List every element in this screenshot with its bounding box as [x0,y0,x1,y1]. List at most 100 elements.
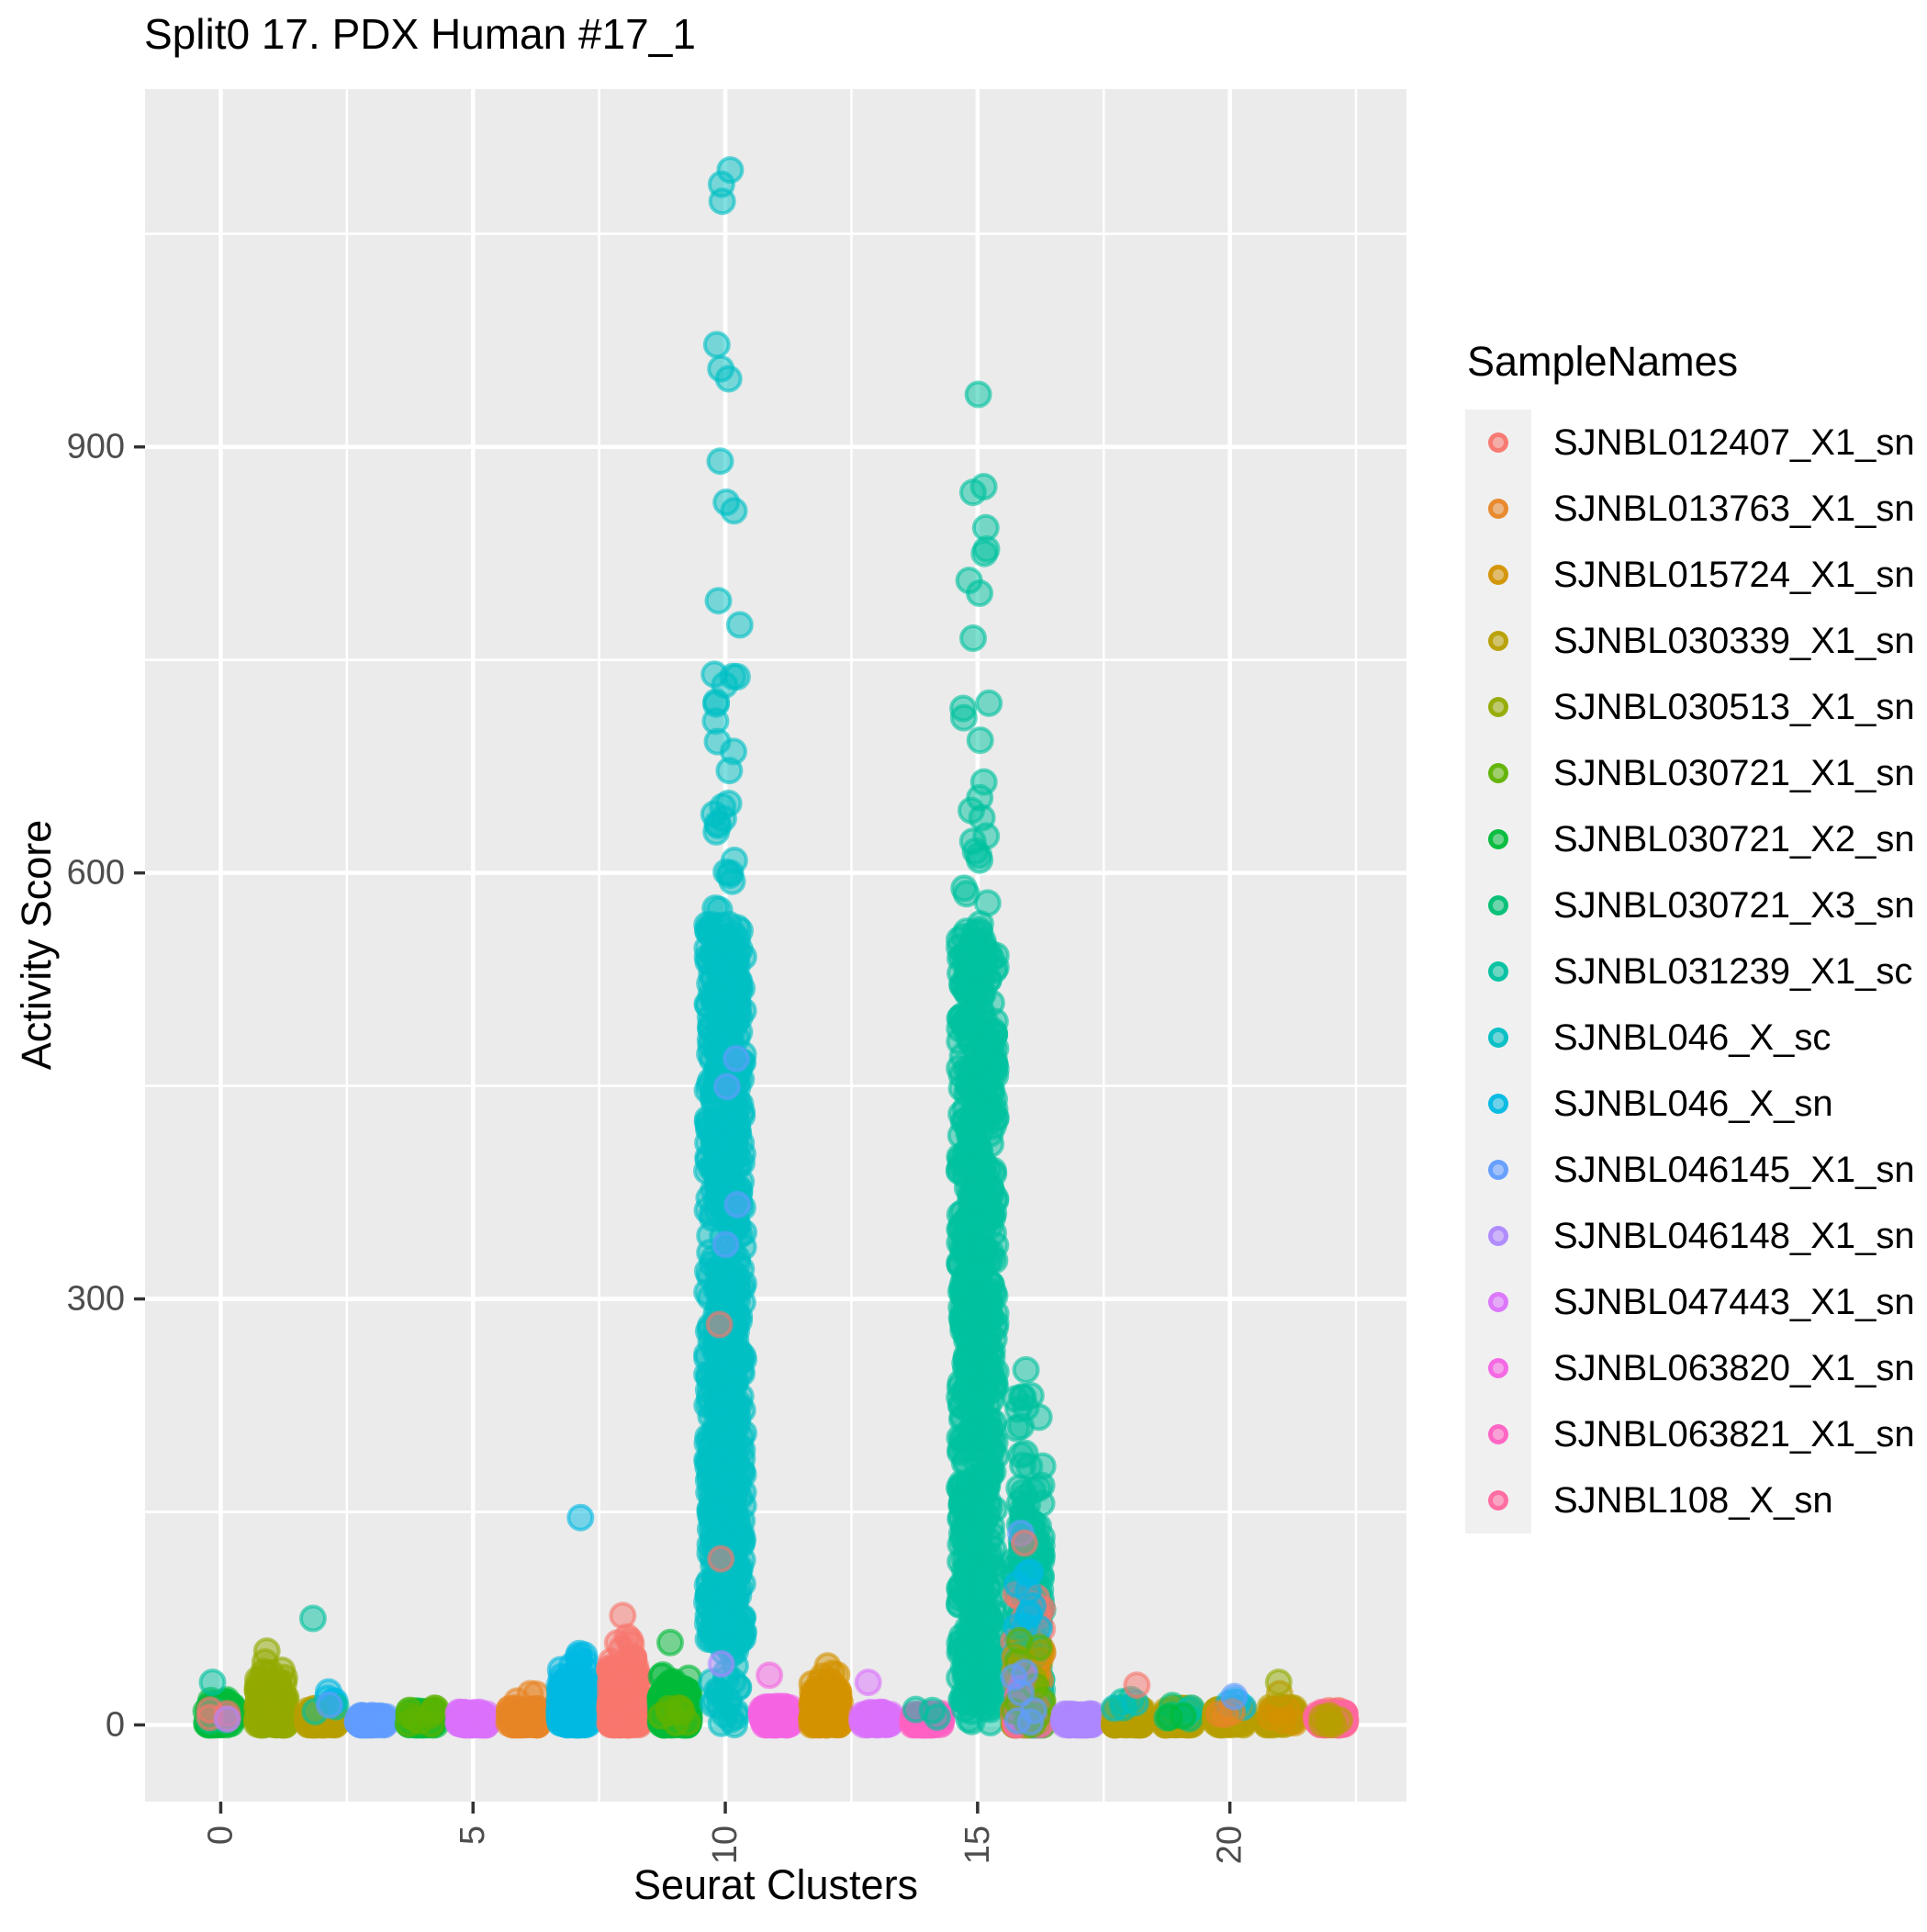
data-point [201,1670,225,1694]
data-point [709,960,733,984]
legend-item-label: SJNBL013763_X1_sn [1553,489,1915,530]
data-point [419,1703,443,1727]
data-point [904,1698,928,1722]
legend-key [1465,410,1531,476]
data-point [1171,1704,1195,1728]
data-point [397,1712,420,1735]
legend-item-label: SJNBL031239_X1_sc [1553,951,1912,993]
x-tick-label: 20 [1211,1825,1249,1864]
legend-point-icon [1488,961,1508,982]
x-axis-title: Seurat Clusters [633,1861,918,1909]
data-point [1013,1532,1036,1556]
data-point [701,1155,725,1179]
data-point [714,997,738,1021]
data-point [1014,1358,1038,1382]
legend-item-label: SJNBL030721_X1_sn [1553,753,1915,794]
data-point [1019,1710,1043,1734]
data-point [981,1159,1005,1183]
data-point [947,936,971,960]
data-point [556,1665,580,1689]
legend-item-label: SJNBL030513_X1_sn [1553,687,1915,728]
data-point [215,1707,239,1731]
legend-key [1465,608,1531,674]
data-point [1268,1682,1292,1706]
legend-item: SJNBL030721_X1_sn [1465,740,1915,806]
data-point [975,1394,999,1418]
legend-point-icon [1488,499,1508,519]
data-point [948,1578,972,1601]
legend-item: SJNBL013763_X1_sn [1465,476,1915,542]
data-point [1014,1396,1038,1420]
legend-item: SJNBL046_X_sn [1465,1071,1915,1137]
data-point [374,1708,398,1732]
legend-item-label: SJNBL030721_X2_sn [1553,819,1915,860]
legend-title: SampleNames [1467,338,1915,386]
legend-item-label: SJNBL030721_X3_sn [1553,885,1915,927]
data-point [721,665,745,689]
data-point [318,1693,342,1717]
legend-key [1465,1005,1531,1071]
data-point [709,1547,733,1571]
y-tick-label: 300 [67,1280,125,1319]
legend-item: SJNBL012407_X1_sn [1465,410,1915,476]
data-point [698,1498,722,1522]
data-point [710,1652,734,1676]
y-tick-label: 600 [67,854,125,893]
legend-item: SJNBL031239_X1_sc [1465,938,1915,1005]
legend-item-label: SJNBL030339_X1_sn [1553,621,1915,662]
data-point [969,912,992,936]
data-point [955,882,979,905]
data-point [658,1631,682,1655]
legend: SampleNames SJNBL012407_X1_sn SJNBL013763… [1465,338,1915,1533]
legend-items: SJNBL012407_X1_sn SJNBL013763_X1_sn SJNBL0… [1465,410,1915,1533]
data-point [266,1670,290,1694]
legend-item: SJNBL030513_X1_sn [1465,674,1915,740]
data-point [660,1669,684,1693]
x-tick-label: 10 [706,1825,745,1864]
data-point [455,1707,479,1731]
legend-item: SJNBL030721_X2_sn [1465,806,1915,872]
legend-item: SJNBL030339_X1_sn [1465,608,1915,674]
data-point [723,1501,747,1525]
data-point [623,1694,647,1718]
data-point [977,691,1001,715]
data-point [714,1613,738,1637]
data-point [705,332,729,356]
data-point [725,1115,749,1139]
data-point [980,1523,1003,1547]
data-point [967,383,991,407]
legend-item: SJNBL046_X_sc [1465,1005,1915,1071]
data-point [980,1360,1004,1384]
data-point [1015,1562,1039,1586]
data-point [707,589,731,612]
legend-point-icon [1488,697,1508,717]
data-point [964,1259,988,1283]
data-point [710,1371,734,1395]
data-point [983,1010,1007,1034]
data-point [708,1312,732,1336]
data-point [722,739,745,763]
data-point [870,1701,894,1724]
data-point [725,1474,749,1498]
legend-item-label: SJNBL046_X_sc [1553,1017,1831,1059]
data-point [564,1690,588,1713]
data-point [676,1711,700,1735]
legend-key [1465,806,1531,872]
y-tick-label: 900 [67,428,125,466]
y-axis-title: Activity Score [13,820,61,1071]
data-point [953,1547,977,1571]
data-point [1259,1705,1283,1729]
legend-key [1465,542,1531,608]
data-point [709,357,733,381]
legend-key [1465,740,1531,806]
data-point [718,158,742,182]
data-point [972,1073,996,1097]
data-point [969,728,992,752]
data-point [708,898,732,922]
x-tick-label: 0 [201,1825,240,1845]
data-point [962,1104,986,1128]
data-point [962,1297,986,1320]
legend-key [1465,938,1531,1005]
x-tick-label: 5 [454,1825,492,1845]
data-point [709,449,733,473]
